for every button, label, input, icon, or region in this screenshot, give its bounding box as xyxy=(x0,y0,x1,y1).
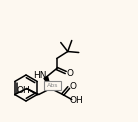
Text: O: O xyxy=(66,69,73,78)
Text: Abs: Abs xyxy=(47,83,59,88)
Polygon shape xyxy=(44,77,51,88)
Text: HN: HN xyxy=(33,71,47,80)
Text: OH: OH xyxy=(16,86,30,95)
Text: OH: OH xyxy=(70,96,84,105)
FancyBboxPatch shape xyxy=(44,81,61,90)
Text: O: O xyxy=(69,82,76,91)
